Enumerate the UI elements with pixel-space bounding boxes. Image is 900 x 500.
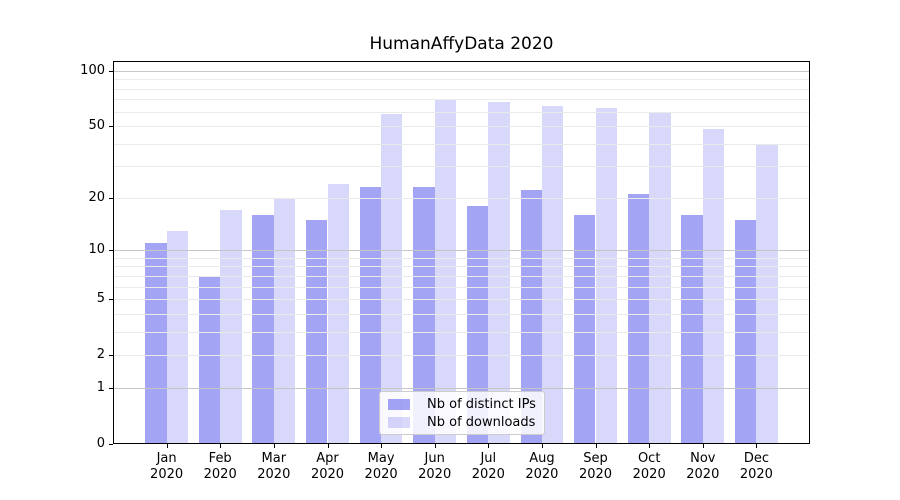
bar-downloads-may bbox=[381, 114, 403, 444]
x-axis-tick bbox=[273, 444, 275, 448]
x-tick-label: Jun 2020 bbox=[418, 451, 452, 482]
x-axis-tick bbox=[541, 444, 543, 448]
bar-distinct-ips-mar bbox=[252, 214, 274, 444]
x-axis-tick bbox=[327, 444, 329, 448]
bar-distinct-ips-feb bbox=[198, 275, 221, 444]
bar-downloads-jul bbox=[488, 101, 510, 444]
minor-gridline bbox=[114, 299, 809, 301]
minor-gridline bbox=[114, 88, 809, 90]
major-gridline bbox=[114, 70, 809, 72]
bar-distinct-ips-jan bbox=[145, 243, 167, 444]
legend-swatch-distinct-ips bbox=[388, 398, 410, 410]
y-axis-tick bbox=[109, 355, 113, 357]
bar-downloads-mar bbox=[273, 197, 296, 444]
minor-gridline bbox=[114, 286, 809, 288]
y-axis-tick bbox=[109, 250, 113, 252]
x-tick-label: Sep 2020 bbox=[578, 451, 613, 482]
x-axis-tick bbox=[649, 444, 651, 448]
y-tick-label: 5 bbox=[96, 291, 105, 307]
x-tick-label: May 2020 bbox=[364, 451, 398, 482]
y-tick-label: 20 bbox=[88, 189, 105, 205]
x-axis-tick bbox=[702, 444, 704, 448]
x-tick-label: Jan 2020 bbox=[150, 451, 184, 482]
legend: Nb of distinct IPs Nb of downloads bbox=[379, 391, 545, 435]
y-tick-label: 1 bbox=[96, 379, 105, 395]
bar-distinct-ips-nov bbox=[681, 214, 703, 444]
bar-distinct-ips-jun bbox=[413, 187, 435, 444]
minor-gridline bbox=[114, 111, 809, 113]
y-axis-tick bbox=[109, 387, 113, 389]
x-tick-label: Dec 2020 bbox=[739, 451, 773, 482]
minor-gridline bbox=[114, 355, 809, 357]
legend-swatch-downloads bbox=[388, 416, 410, 428]
minor-gridline bbox=[114, 331, 809, 333]
bar-downloads-aug bbox=[541, 106, 564, 444]
minor-gridline bbox=[114, 313, 809, 315]
bar-distinct-ips-aug bbox=[520, 190, 542, 444]
x-tick-label: Nov 2020 bbox=[686, 451, 720, 482]
minor-gridline bbox=[114, 275, 809, 277]
bar-downloads-jun bbox=[434, 99, 457, 444]
y-tick-label: 100 bbox=[80, 62, 105, 78]
x-tick-label: Mar 2020 bbox=[257, 451, 291, 482]
y-axis-tick bbox=[109, 126, 113, 127]
bar-downloads-oct bbox=[649, 112, 671, 444]
y-axis-tick bbox=[109, 70, 113, 72]
bar-downloads-jan bbox=[166, 230, 188, 444]
bar-distinct-ips-may bbox=[359, 187, 381, 444]
y-tick-label: 0 bbox=[96, 436, 105, 451]
x-tick-label: Aug 2020 bbox=[525, 451, 559, 482]
x-axis-tick bbox=[381, 444, 383, 448]
minor-gridline bbox=[114, 197, 809, 199]
x-tick-label: Oct 2020 bbox=[632, 451, 666, 482]
x-tick-label: Apr 2020 bbox=[310, 451, 345, 482]
major-gridline bbox=[114, 387, 809, 389]
bar-distinct-ips-sep bbox=[574, 214, 596, 444]
chart-title: HumanAffyData 2020 bbox=[369, 34, 554, 54]
major-gridline bbox=[114, 250, 809, 252]
y-tick-label: 50 bbox=[88, 118, 105, 133]
legend-label-downloads: Nb of downloads bbox=[427, 414, 536, 430]
x-axis-tick bbox=[756, 444, 758, 448]
minor-gridline bbox=[114, 79, 809, 81]
minor-gridline bbox=[114, 257, 809, 259]
x-axis-tick bbox=[220, 444, 222, 448]
x-axis-tick bbox=[488, 444, 490, 448]
bar-downloads-apr bbox=[327, 183, 349, 444]
x-axis-tick bbox=[434, 444, 436, 448]
y-axis-tick bbox=[109, 299, 113, 301]
x-axis-tick bbox=[166, 444, 168, 448]
y-axis-tick bbox=[109, 444, 113, 445]
bar-distinct-ips-oct bbox=[627, 194, 650, 444]
y-tick-label: 2 bbox=[96, 347, 105, 363]
bar-downloads-feb bbox=[220, 210, 242, 444]
bar-distinct-ips-jul bbox=[466, 205, 489, 444]
minor-gridline bbox=[114, 143, 809, 145]
x-tick-label: Jul 2020 bbox=[471, 451, 505, 482]
minor-gridline bbox=[114, 99, 809, 101]
bar-downloads-dec bbox=[756, 143, 778, 444]
legend-item-distinct-ips: Nb of distinct IPs bbox=[388, 397, 536, 412]
legend-item-downloads: Nb of downloads bbox=[388, 415, 536, 430]
x-tick-label: Feb 2020 bbox=[203, 451, 237, 482]
minor-gridline bbox=[114, 266, 809, 268]
minor-gridline bbox=[114, 166, 809, 168]
legend-label-distinct-ips: Nb of distinct IPs bbox=[427, 396, 536, 412]
y-axis-tick bbox=[109, 197, 113, 199]
minor-gridline bbox=[114, 126, 809, 127]
y-tick-label: 10 bbox=[88, 242, 105, 258]
x-axis-tick bbox=[595, 444, 597, 448]
